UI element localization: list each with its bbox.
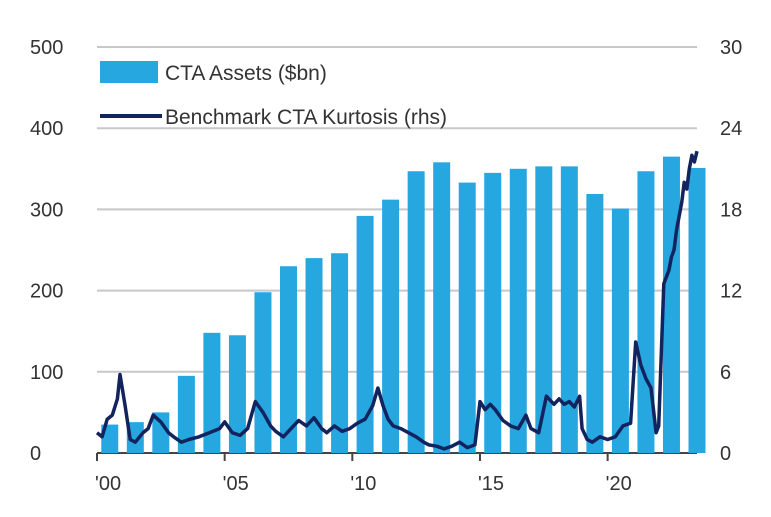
x-tick-label: '05 [223,473,249,495]
x-tick-label: '00 [95,473,121,495]
x-tick-label: '20 [606,473,632,495]
bar [611,208,629,453]
right-tick-label: 30 [720,37,742,59]
bar [177,375,195,453]
bar [560,166,578,453]
bar [688,167,706,453]
bar [382,199,400,453]
bar [509,168,527,454]
bar [433,162,451,453]
bar [586,193,604,454]
left-tick-label: 400 [30,118,63,140]
left-tick-label: 500 [30,37,63,59]
bar [101,424,119,453]
right-tick-label: 24 [720,118,742,140]
bar [356,215,374,453]
bar [254,292,272,453]
bar [126,422,144,453]
left-axis: 0 100 200 300 400 500 [30,37,63,465]
x-axis: '00 '05 '10 '15 '20 [95,453,632,495]
x-tick-label: '15 [478,473,504,495]
bar [535,166,553,453]
bar-series [101,156,706,454]
legend-bar-label: CTA Assets ($bn) [165,62,327,85]
left-tick-label: 0 [30,443,41,465]
kurtosis-line [95,150,699,451]
bar [331,253,349,453]
right-axis: 0 6 12 18 24 30 [720,37,742,465]
bar [279,266,297,453]
bar [228,335,246,453]
bar [637,171,655,453]
line-series [95,150,699,451]
bar [662,156,680,453]
right-tick-label: 6 [720,362,731,384]
right-tick-label: 12 [720,281,742,303]
right-tick-label: 18 [720,199,742,221]
left-tick-label: 200 [30,281,63,303]
legend-bar-swatch [100,61,158,83]
bar [152,412,170,453]
left-tick-label: 100 [30,362,63,384]
left-tick-label: 300 [30,199,63,221]
legend: CTA Assets ($bn) Benchmark CTA Kurtosis … [100,61,447,129]
legend-line-label: Benchmark CTA Kurtosis (rhs) [165,106,447,129]
bar [458,182,476,453]
bar [203,332,221,453]
right-tick-label: 0 [720,443,731,465]
bar [305,258,323,453]
bar [407,171,425,453]
bar [484,172,502,454]
x-tick-label: '10 [350,473,376,495]
